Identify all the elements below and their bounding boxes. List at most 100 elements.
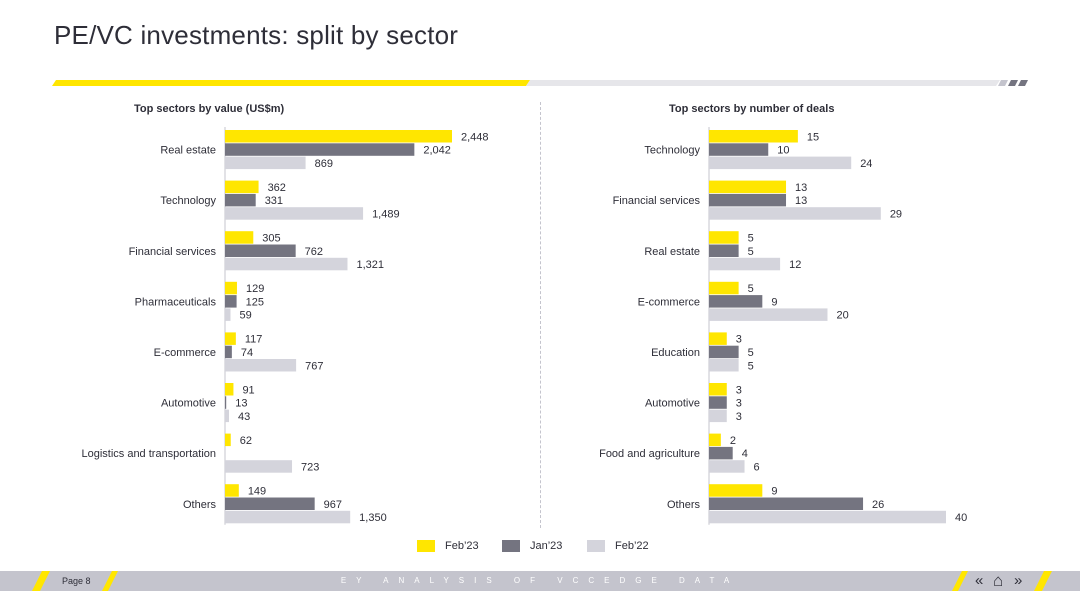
header-rule xyxy=(52,80,1028,86)
value-bar-automotive-feb22 xyxy=(225,409,229,423)
deals-bar-real-estate-feb23 xyxy=(709,231,739,244)
deals-bar-e-commerce-jan23 xyxy=(709,295,763,308)
value-category-label-e-commerce: E-commerce xyxy=(154,347,216,359)
header-rule-dash-3 xyxy=(1018,80,1028,86)
deals-data-label-education-jan23: 5 xyxy=(748,347,754,359)
deals-category-label-education: Education xyxy=(651,347,700,359)
value-data-label-real-estate-feb23: 2,448 xyxy=(461,131,489,143)
legend-item-feb23: Feb’23 xyxy=(417,540,479,552)
page-number: Page 8 xyxy=(62,576,91,586)
deals-bar-technology-jan23 xyxy=(709,143,769,156)
chart-value: Real estate 2,448 2,042 869 Technology 362331… xyxy=(81,127,489,525)
legend-label-jan23: Jan’23 xyxy=(530,540,563,552)
value-bar-pharmaceuticals-feb23 xyxy=(225,281,237,295)
nav-forward-icon[interactable]: » xyxy=(1014,572,1023,589)
deals-bar-education-jan23 xyxy=(709,345,739,359)
deals-data-label-technology-feb23: 15 xyxy=(807,131,819,143)
value-bar-automotive-feb23 xyxy=(225,383,234,396)
deals-data-label-real-estate-feb23: 5 xyxy=(748,232,754,244)
value-data-label-others-feb23: 149 xyxy=(248,485,266,497)
deals-bar-automotive-feb22 xyxy=(709,409,727,423)
deals-bar-technology-feb23 xyxy=(709,130,798,143)
deals-bar-real-estate-feb22 xyxy=(709,257,781,271)
deals-data-label-others-feb23: 9 xyxy=(771,485,777,497)
deals-data-label-food-and-agriculture-feb23: 2 xyxy=(730,435,736,447)
deals-category-label-real-estate: Real estate xyxy=(644,246,700,258)
value-bar-pharmaceuticals-feb22 xyxy=(225,308,231,321)
deals-data-label-food-and-agriculture-feb22: 6 xyxy=(754,461,760,473)
deals-bar-food-and-agriculture-feb23 xyxy=(709,433,721,447)
value-data-label-automotive-feb22: 43 xyxy=(238,411,250,423)
deals-bar-education-feb23 xyxy=(709,332,727,345)
deals-data-label-technology-feb22: 24 xyxy=(860,158,872,170)
legend-swatch-feb22 xyxy=(587,540,605,552)
legend: Feb’23 Jan’23 Feb’22 xyxy=(0,540,1080,558)
value-bar-financial-services-feb23 xyxy=(225,231,254,244)
deals-bar-others-feb22 xyxy=(709,510,946,524)
deals-bar-automotive-jan23 xyxy=(709,396,727,409)
value-bar-technology-feb22 xyxy=(225,207,364,220)
deals-data-label-automotive-feb23: 3 xyxy=(736,384,742,396)
deals-data-label-e-commerce-feb23: 5 xyxy=(748,283,754,295)
deals-category-label-food-and-agriculture: Food and agriculture xyxy=(599,448,700,460)
value-category-label-others: Others xyxy=(183,499,217,511)
legend-swatch-jan23 xyxy=(502,540,520,552)
deals-data-label-real-estate-jan23: 5 xyxy=(748,246,754,258)
value-data-label-financial-services-feb23: 305 xyxy=(262,232,280,244)
deals-category-label-financial-services: Financial services xyxy=(613,195,701,207)
legend-label-feb22: Feb’22 xyxy=(615,540,649,552)
deals-data-label-real-estate-feb22: 12 xyxy=(789,259,801,271)
value-bar-e-commerce-feb22 xyxy=(225,359,297,372)
header-rule-dash-1 xyxy=(998,80,1008,86)
value-data-label-real-estate-jan23: 2,042 xyxy=(423,145,451,157)
value-bar-others-feb23 xyxy=(225,484,239,497)
value-data-label-e-commerce-feb23: 117 xyxy=(245,334,263,346)
value-category-label-real-estate: Real estate xyxy=(160,145,216,157)
deals-data-label-education-feb22: 5 xyxy=(748,360,754,372)
deals-data-label-education-feb23: 3 xyxy=(736,334,742,346)
deals-category-label-e-commerce: E-commerce xyxy=(638,296,700,308)
deals-category-label-others: Others xyxy=(667,499,701,511)
footer-bar: Page 8 EY ANALYSIS OF VCCEDGE DATA « ⌂ » xyxy=(0,571,1080,591)
value-data-label-financial-services-feb22: 1,321 xyxy=(356,259,384,271)
value-bar-logistics-and-transportation-feb23 xyxy=(225,433,231,447)
footer-source: EY ANALYSIS OF VCCEDGE DATA xyxy=(340,576,740,585)
value-bar-e-commerce-jan23 xyxy=(225,345,232,359)
value-bar-others-jan23 xyxy=(225,497,315,510)
value-category-label-financial-services: Financial services xyxy=(129,246,217,258)
legend-item-jan23: Jan’23 xyxy=(502,540,562,552)
deals-bar-automotive-feb23 xyxy=(709,383,727,396)
deals-bar-e-commerce-feb22 xyxy=(709,308,828,321)
header-rule-dash-2 xyxy=(1008,80,1018,86)
chart-title-deals: Top sectors by number of deals xyxy=(669,103,835,115)
value-data-label-automotive-feb23: 91 xyxy=(242,384,254,396)
deals-data-label-technology-jan23: 10 xyxy=(777,145,789,157)
deals-data-label-financial-services-jan23: 13 xyxy=(795,195,807,207)
value-bar-automotive-jan23 xyxy=(225,396,227,409)
deals-bar-e-commerce-feb23 xyxy=(709,281,739,295)
deals-bar-others-feb23 xyxy=(709,484,763,497)
footer-slash-left-1 xyxy=(32,571,50,591)
deals-bar-financial-services-feb23 xyxy=(709,180,787,194)
value-category-label-pharmaceuticals: Pharmaceuticals xyxy=(135,296,217,308)
value-data-label-pharmaceuticals-feb23: 129 xyxy=(246,283,264,295)
header-rule-yellow xyxy=(52,80,530,86)
value-bar-real-estate-feb22 xyxy=(225,156,306,170)
deals-data-label-automotive-feb22: 3 xyxy=(736,411,742,423)
deals-data-label-automotive-jan23: 3 xyxy=(736,398,742,410)
deals-category-label-automotive: Automotive xyxy=(645,398,700,410)
value-bar-financial-services-jan23 xyxy=(225,244,296,257)
value-category-label-technology: Technology xyxy=(160,195,216,207)
nav-home-icon[interactable]: ⌂ xyxy=(993,571,1004,590)
value-bar-technology-jan23 xyxy=(225,193,256,207)
chart-title-value: Top sectors by value (US$m) xyxy=(134,103,285,115)
legend-item-feb22: Feb’22 xyxy=(587,540,649,552)
nav-back-icon[interactable]: « xyxy=(975,572,984,589)
deals-data-label-others-jan23: 26 xyxy=(872,499,884,511)
footer-slash-right-1 xyxy=(952,571,968,591)
deals-data-label-e-commerce-jan23: 9 xyxy=(771,296,777,308)
value-bar-logistics-and-transportation-feb22 xyxy=(225,460,293,473)
value-data-label-e-commerce-jan23: 74 xyxy=(241,347,253,359)
chart-divider xyxy=(540,102,541,528)
